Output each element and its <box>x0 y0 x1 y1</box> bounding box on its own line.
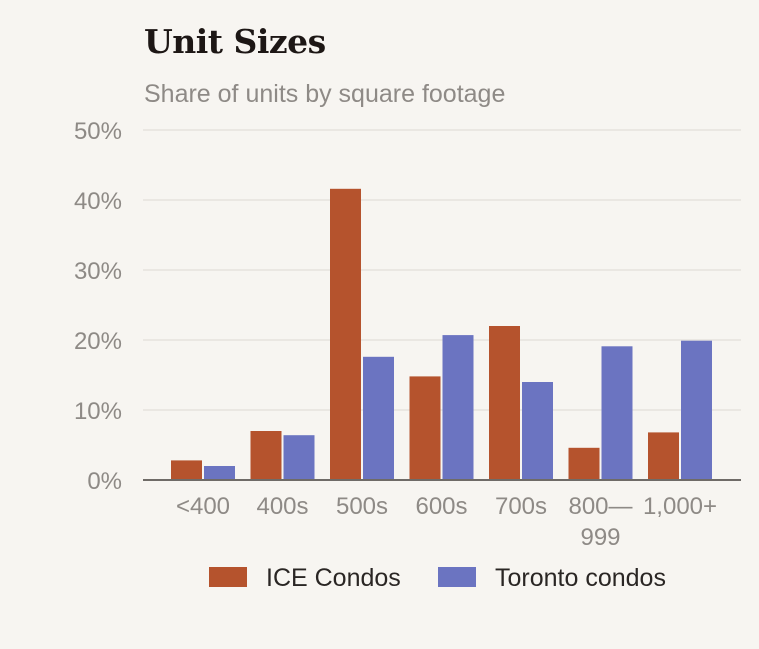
legend-label: Toronto condos <box>495 564 666 592</box>
bar-ice-condos <box>409 376 441 480</box>
y-tick-label: 40% <box>74 188 122 215</box>
bar-toronto-condos <box>204 466 235 480</box>
x-axis-tick-labels: <400 400s 500s 600s 700s 800— 999 1,000+ <box>176 493 717 551</box>
y-tick-label: 10% <box>74 398 122 425</box>
bar-toronto-condos <box>283 435 315 480</box>
bar-ice-condos <box>489 326 520 480</box>
bar-ice-condos <box>330 188 361 481</box>
x-tick-label: 999 <box>580 524 620 551</box>
bar-toronto-condos <box>363 356 394 480</box>
bar-ice-condos <box>171 460 202 480</box>
bar-toronto-condos <box>681 340 712 480</box>
x-tick-label: <400 <box>176 493 230 520</box>
y-tick-label: 0% <box>87 468 122 495</box>
bars <box>171 188 712 481</box>
y-axis-tick-labels: 0% 10% 20% 30% 40% 50% <box>74 118 122 495</box>
bar-ice-condos <box>648 432 679 480</box>
bar-toronto-condos <box>442 335 474 480</box>
legend-label: ICE Condos <box>266 564 401 592</box>
x-tick-label: 400s <box>256 493 308 520</box>
chart-title: Unit Sizes <box>144 22 326 61</box>
y-tick-label: 20% <box>74 328 122 355</box>
y-tick-label: 30% <box>74 258 122 285</box>
legend: ICE Condos Toronto condos <box>209 564 666 592</box>
y-tick-label: 50% <box>74 118 122 145</box>
x-tick-label: 1,000+ <box>643 493 717 520</box>
x-tick-label: 500s <box>336 493 388 520</box>
grid-lines <box>143 129 741 411</box>
bar-toronto-condos <box>522 382 553 480</box>
legend-swatch <box>209 567 247 587</box>
bar-ice-condos <box>250 431 282 480</box>
legend-swatch <box>438 567 476 587</box>
bar-toronto-condos <box>601 346 633 480</box>
bar-ice-condos <box>568 447 600 480</box>
chart-subtitle: Share of units by square footage <box>144 80 506 108</box>
x-tick-label: 800— <box>568 493 632 520</box>
x-tick-label: 700s <box>495 493 547 520</box>
x-tick-label: 600s <box>415 493 467 520</box>
